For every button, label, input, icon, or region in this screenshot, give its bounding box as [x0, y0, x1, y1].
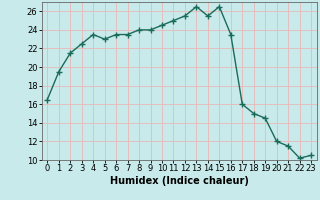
- X-axis label: Humidex (Indice chaleur): Humidex (Indice chaleur): [110, 176, 249, 186]
